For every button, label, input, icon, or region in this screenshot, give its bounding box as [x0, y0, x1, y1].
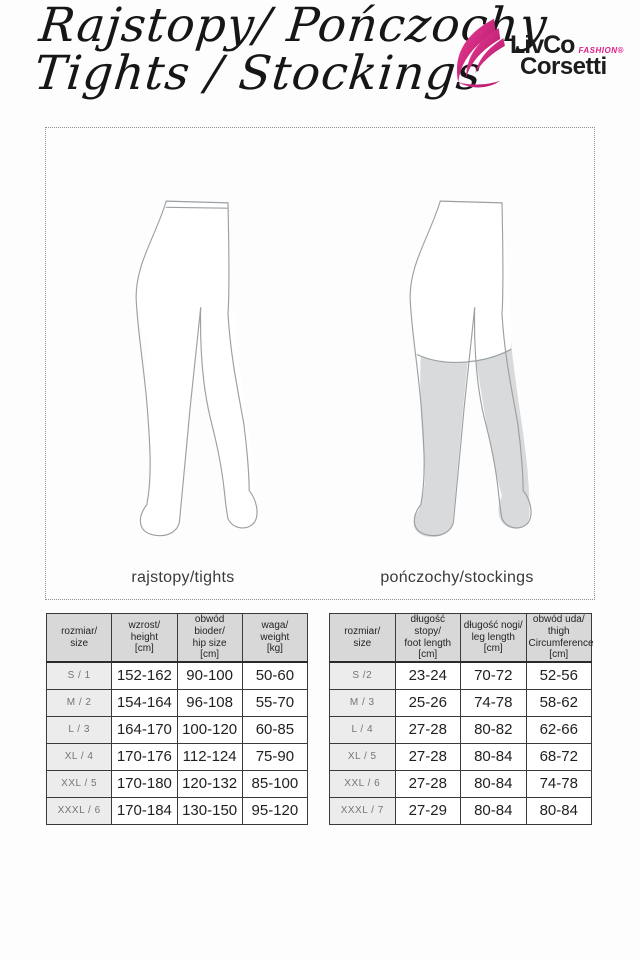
table-row: XXXL / 7 27-29 80-84 80-84	[329, 796, 592, 825]
stockings-figure: pończochy/stockings	[320, 128, 594, 599]
brand-wordmark: LivCo FASHION® Corsetti	[510, 33, 624, 79]
hip-value: 130-150	[176, 796, 243, 825]
leg-length-value: 80-84	[460, 796, 527, 825]
height-value: 152-162	[111, 661, 178, 690]
foot-length-value: 25-26	[394, 688, 461, 717]
table-row: S /2 23-24 70-72 52-56	[329, 661, 592, 690]
header-row: rozmiar/ size wzrost/ height [cm] obwód …	[45, 613, 309, 664]
header-row: rozmiar/ size długość stopy/ foot length…	[329, 613, 594, 664]
size-label: M / 2	[45, 688, 113, 717]
weight-value: 55-70	[241, 688, 309, 717]
leg-length-value: 80-82	[460, 715, 527, 744]
height-value: 170-176	[111, 742, 178, 771]
size-label: XL / 5	[329, 742, 396, 771]
col-header-foot-length: długość stopy/ foot length [cm]	[394, 613, 461, 664]
size-label: XL / 4	[45, 742, 113, 771]
size-label: S /2	[329, 661, 396, 690]
table-row: XL / 5 27-28 80-84 68-72	[329, 742, 592, 771]
hip-value: 90-100	[176, 661, 243, 690]
tights-figure: rajstopy/tights	[46, 128, 320, 599]
tights-illustration	[135, 200, 258, 538]
table-row: XL / 4 170-176 112-124 75-90	[45, 742, 309, 771]
stockings-label: pończochy/stockings	[380, 569, 534, 586]
table-row: S / 1 152-162 90-100 50-60	[45, 661, 309, 690]
livco-corsetti-logo: LivCo FASHION® Corsetti	[446, 14, 624, 98]
weight-value: 50-60	[241, 661, 309, 690]
tights-size-table: rozmiar/ size wzrost/ height [cm] obwód …	[45, 613, 309, 825]
table-row: XXL / 6 27-28 80-84 74-78	[329, 769, 592, 798]
table-row: XXXL / 6 170-184 130-150 95-120	[45, 796, 309, 825]
leg-length-value: 74-78	[460, 688, 527, 717]
table-row: L / 3 164-170 100-120 60-85	[45, 715, 309, 744]
size-label: L / 4	[329, 715, 396, 744]
height-value: 170-184	[111, 796, 178, 825]
hip-value: 96-108	[176, 688, 243, 717]
garment-illustrations-box: rajstopy/tights pończochy/stockings	[45, 127, 595, 600]
foot-length-value: 27-28	[394, 769, 461, 798]
thigh-value: 80-84	[525, 796, 592, 825]
col-header-size: rozmiar/ size	[329, 613, 396, 664]
size-label: L / 3	[45, 715, 113, 744]
table-row: L / 4 27-28 80-82 62-66	[329, 715, 592, 744]
table-row: XXL / 5 170-180 120-132 85-100	[45, 769, 309, 798]
col-header-size: rozmiar/ size	[45, 613, 113, 664]
weight-value: 75-90	[241, 742, 309, 771]
weight-value: 60-85	[241, 715, 309, 744]
thigh-value: 62-66	[525, 715, 592, 744]
hip-value: 120-132	[176, 769, 243, 798]
leg-length-value: 70-72	[460, 661, 527, 690]
size-label: XXXL / 6	[45, 796, 113, 825]
height-value: 164-170	[111, 715, 178, 744]
stockings-illustration	[409, 200, 532, 538]
size-label: S / 1	[45, 661, 113, 690]
brand-swoosh-icon	[457, 18, 505, 88]
thigh-value: 74-78	[525, 769, 592, 798]
thigh-value: 58-62	[525, 688, 592, 717]
col-header-hip-size: obwód bioder/ hip size [cm]	[176, 613, 243, 664]
height-value: 170-180	[111, 769, 178, 798]
leg-length-value: 80-84	[460, 742, 527, 771]
thigh-value: 68-72	[525, 742, 592, 771]
size-label: XXXL / 7	[329, 796, 396, 825]
brand-name-livco: LivCo	[510, 31, 575, 59]
col-header-thigh-circumference: obwód uda/ thigh Circumference [cm]	[525, 613, 594, 664]
height-value: 154-164	[111, 688, 178, 717]
stockings-size-table: rozmiar/ size długość stopy/ foot length…	[329, 613, 594, 825]
foot-length-value: 27-29	[394, 796, 461, 825]
table-row: M / 2 154-164 96-108 55-70	[45, 688, 309, 717]
weight-value: 85-100	[241, 769, 309, 798]
table-row: M / 3 25-26 74-78 58-62	[329, 688, 592, 717]
thigh-value: 52-56	[525, 661, 592, 690]
col-header-weight: waga/ weight [kg]	[241, 613, 309, 664]
brand-name-fashion: FASHION®	[578, 46, 624, 55]
foot-length-value: 27-28	[394, 742, 461, 771]
size-label: XXL / 5	[45, 769, 113, 798]
tights-label: rajstopy/tights	[131, 569, 235, 586]
size-label: XXL / 6	[329, 769, 396, 798]
hip-value: 100-120	[176, 715, 243, 744]
col-header-height: wzrost/ height [cm]	[111, 613, 178, 664]
brand-name-corsetti: Corsetti	[520, 53, 607, 80]
hip-value: 112-124	[176, 742, 243, 771]
foot-length-value: 23-24	[394, 661, 461, 690]
leg-length-value: 80-84	[460, 769, 527, 798]
col-header-leg-length: długość nogi/ leg length [cm]	[460, 613, 527, 664]
foot-length-value: 27-28	[394, 715, 461, 744]
weight-value: 95-120	[241, 796, 309, 825]
size-label: M / 3	[329, 688, 396, 717]
